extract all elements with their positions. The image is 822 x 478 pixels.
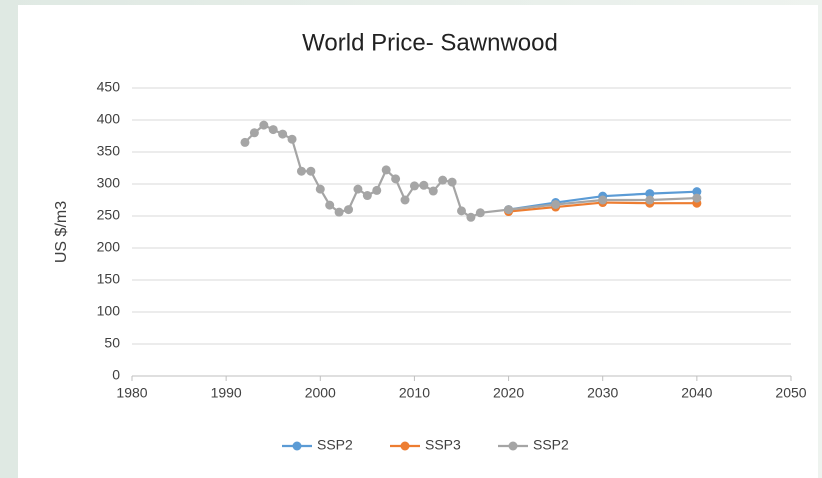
legend-marker: [292, 441, 302, 451]
chart-card: [18, 5, 818, 478]
x-tick-label: 2040: [681, 385, 712, 401]
legend-marker: [508, 441, 518, 451]
legend-label: SSP3: [425, 437, 461, 453]
point: [249, 128, 259, 138]
point: [428, 186, 438, 196]
point: [438, 175, 448, 185]
point: [504, 205, 514, 215]
y-tick-label: 0: [112, 367, 120, 383]
point: [344, 205, 354, 215]
point: [457, 206, 466, 216]
x-tick-label: 1990: [211, 385, 242, 401]
point: [334, 207, 344, 217]
point: [325, 200, 335, 210]
point: [353, 184, 363, 194]
legend-label: SSP2: [317, 437, 353, 453]
point: [240, 137, 250, 147]
point: [362, 191, 372, 201]
point: [692, 193, 702, 203]
y-tick-label: 150: [97, 271, 121, 287]
x-tick-label: 2030: [587, 385, 618, 401]
legend-marker: [400, 441, 410, 451]
point: [645, 195, 655, 205]
point: [306, 166, 316, 176]
x-tick-label: 2010: [399, 385, 430, 401]
point: [645, 189, 655, 199]
x-tick-label: 2050: [775, 385, 806, 401]
point: [400, 195, 410, 205]
y-tick-label: 350: [97, 143, 121, 159]
point: [466, 212, 476, 222]
point: [296, 166, 306, 176]
x-tick-label: 2020: [493, 385, 524, 401]
point: [551, 199, 561, 209]
x-tick-label: 1980: [116, 385, 147, 401]
y-tick-label: 400: [97, 111, 121, 127]
y-tick-label: 250: [97, 207, 121, 223]
point: [692, 187, 702, 197]
y-tick-label: 450: [97, 79, 121, 95]
y-tick-label: 50: [104, 335, 120, 351]
y-axis-label: US $/m3: [53, 201, 70, 263]
x-tick-label: 2000: [305, 385, 336, 401]
point: [315, 184, 325, 194]
point: [278, 129, 288, 139]
point: [268, 125, 278, 135]
point: [598, 195, 608, 205]
point: [287, 134, 297, 144]
chart-title: World Price- Sawnwood: [302, 29, 558, 56]
point: [447, 177, 457, 187]
point: [259, 120, 269, 130]
point: [475, 208, 485, 218]
y-tick-label: 200: [97, 239, 121, 255]
point: [372, 185, 382, 195]
point: [419, 180, 429, 190]
point: [409, 181, 419, 191]
y-tick-label: 300: [97, 175, 121, 191]
legend-label: SSP2: [533, 437, 569, 453]
point: [381, 165, 391, 175]
y-tick-label: 100: [97, 303, 121, 319]
point: [391, 174, 401, 184]
